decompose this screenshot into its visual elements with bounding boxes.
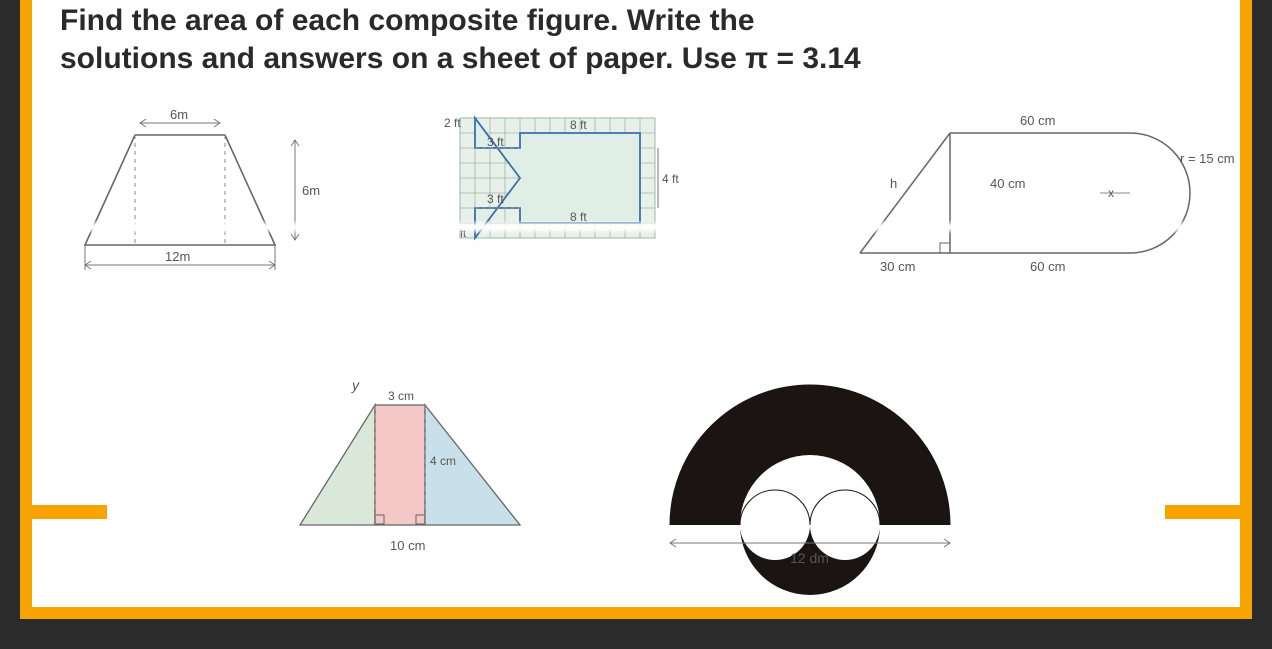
accent-bar-left xyxy=(32,505,107,519)
instruction-line-2: solutions and answers on a sheet of pape… xyxy=(60,42,861,75)
fig5-diameter: 12 dm xyxy=(790,550,829,566)
figure-4-trapezoid-split: y 3 cm 4 cm 10 cm xyxy=(260,345,560,570)
fig3-inside: 40 cm xyxy=(990,176,1025,191)
fig1-top-label: 6m xyxy=(170,107,188,122)
accent-bar-right xyxy=(1165,505,1240,519)
fig2-bottomleft: ft xyxy=(460,228,466,240)
figures-area: 6m 6m 12m xyxy=(60,95,1212,587)
fig3-baseleft: 30 cm xyxy=(880,259,915,274)
fig2-indent1: 3 ft xyxy=(487,135,504,149)
fig2-topleft: 2 ft xyxy=(444,116,461,130)
fig2-bottom: 8 ft xyxy=(570,210,587,224)
instruction-line-1: Find the area of each composite figure. … xyxy=(60,4,755,37)
fig2-right: 4 ft xyxy=(662,172,679,186)
fig3-top: 60 cm xyxy=(1020,113,1055,128)
fig2-indent2: 3 ft xyxy=(487,192,504,206)
figure-2-arrow: 2 ft 8 ft 3 ft 3 ft 8 ft 4 ft ft xyxy=(430,103,710,278)
fig4-base: 10 cm xyxy=(390,538,425,553)
fig3-x: x xyxy=(1108,186,1114,200)
fig4-top: 3 cm xyxy=(388,389,414,403)
fig2-top: 8 ft xyxy=(570,118,587,132)
fig3-radius: r = 15 cm xyxy=(1180,151,1235,166)
fig4-y: y xyxy=(351,377,360,393)
outer-frame: Find the area of each composite figure. … xyxy=(20,0,1252,619)
figure-1-trapezoid: 6m 6m 12m xyxy=(70,105,310,290)
instruction-text: Find the area of each composite figure. … xyxy=(60,2,1212,77)
fig1-height-label: 6m xyxy=(302,183,320,198)
fig4-height: 4 cm xyxy=(430,454,456,468)
figure-5-semicircles: 12 dm xyxy=(630,345,990,580)
content-panel: Find the area of each composite figure. … xyxy=(32,0,1240,607)
fig3-baseright: 60 cm xyxy=(1030,259,1065,274)
fig3-h: h xyxy=(890,176,897,191)
fig1-base-label: 12m xyxy=(165,249,190,264)
figure-3-composite: 60 cm h 40 cm x 30 cm 60 cm r = 15 cm xyxy=(820,103,1240,288)
